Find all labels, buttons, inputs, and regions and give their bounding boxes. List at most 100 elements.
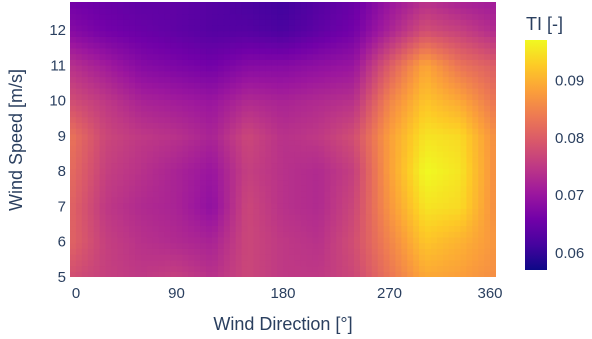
heatmap-cell (182, 168, 189, 175)
colorbar-tick-label: 0.08 (555, 130, 584, 147)
heatmap-cell (466, 185, 473, 192)
heatmap-cell (229, 2, 237, 9)
heatmap-cell (490, 99, 496, 106)
heatmap-cell (354, 24, 361, 32)
heatmap-cell (75, 196, 83, 204)
heatmap-cell (212, 202, 219, 209)
heatmap-cell (288, 196, 296, 204)
heatmap-cell (300, 248, 308, 255)
heatmap-cells (70, 2, 496, 277)
heatmap-cell (389, 219, 397, 227)
heatmap-cell (383, 156, 391, 164)
heatmap-cell (217, 116, 225, 123)
heatmap-cell (348, 225, 355, 232)
heatmap-cell (105, 156, 113, 164)
heatmap-cell (300, 19, 308, 26)
heatmap-cell (99, 42, 107, 49)
heatmap-cell (425, 65, 432, 72)
heatmap-cell (484, 162, 491, 169)
heatmap-cell (294, 248, 302, 255)
heatmap-cell (371, 2, 379, 9)
heatmap-cell (93, 133, 101, 141)
heatmap-cell (265, 231, 272, 238)
heatmap-cell (229, 156, 237, 164)
heatmap-cell (288, 122, 296, 129)
heatmap-cell (490, 213, 496, 221)
heatmap-cell (330, 191, 337, 198)
heatmap-cell (93, 248, 101, 255)
heatmap-cell (123, 173, 130, 181)
heatmap-cell (277, 213, 284, 221)
heatmap-cell (383, 30, 391, 37)
heatmap-cell (141, 2, 148, 9)
heatmap-cell (188, 254, 195, 261)
heatmap-cell (253, 76, 260, 83)
heatmap-cell (300, 7, 308, 15)
heatmap-cell (330, 47, 337, 55)
heatmap-cell (81, 133, 89, 141)
heatmap-cell (283, 59, 290, 66)
heatmap-cell (354, 53, 361, 60)
heatmap-cell (70, 82, 77, 89)
heatmap-cell (300, 173, 308, 181)
heatmap-cell (123, 168, 130, 175)
heatmap-cell (152, 128, 160, 135)
heatmap-cell (490, 173, 496, 181)
heatmap-cell (253, 2, 260, 9)
heatmap-cell (395, 70, 402, 78)
heatmap-cell (229, 36, 237, 43)
heatmap-cell (277, 133, 284, 141)
heatmap-cell (430, 42, 438, 49)
heatmap-cell (241, 156, 249, 164)
heatmap-cell (413, 259, 420, 267)
heatmap-cell (407, 156, 414, 164)
heatmap-cell (265, 2, 272, 9)
heatmap-cell (235, 110, 243, 118)
heatmap-cell (283, 196, 290, 204)
heatmap-cell (265, 145, 272, 152)
heatmap-cell (288, 110, 296, 118)
heatmap-cell (277, 271, 284, 277)
heatmap-cell (472, 59, 479, 66)
heatmap-cell (324, 87, 331, 95)
heatmap-cell (87, 202, 95, 209)
heatmap-cell (478, 162, 485, 169)
heatmap-cell (271, 122, 278, 129)
heatmap-cell (170, 179, 178, 186)
heatmap-cell (99, 2, 107, 9)
heatmap-cell (324, 185, 331, 192)
heatmap-cell (401, 36, 408, 43)
heatmap-cell (484, 156, 491, 164)
heatmap-cell (442, 110, 450, 118)
heatmap-cell (70, 208, 77, 215)
heatmap-cell (129, 242, 136, 249)
heatmap-cell (129, 231, 136, 238)
heatmap-cell (259, 47, 266, 55)
heatmap-cell (306, 19, 314, 26)
heatmap-cell (336, 254, 343, 261)
heatmap-cell (354, 213, 361, 221)
heatmap-cell (306, 150, 314, 158)
heatmap-cell (129, 254, 136, 261)
heatmap-cell (152, 168, 160, 175)
heatmap-cell (407, 145, 414, 152)
heatmap-cell (383, 271, 391, 277)
heatmap-cell (141, 242, 148, 249)
heatmap-cell (312, 128, 320, 135)
heatmap-cell (247, 145, 255, 152)
heatmap-cell (377, 116, 385, 123)
heatmap-cell (241, 42, 249, 49)
y-axis-title: Wind Speed [m/s] (6, 69, 26, 211)
heatmap-cell (176, 87, 184, 95)
heatmap-cell (354, 82, 361, 89)
heatmap-cell (217, 13, 225, 20)
heatmap-cell (235, 259, 243, 267)
heatmap-cell (478, 231, 485, 238)
heatmap-cell (330, 133, 337, 141)
heatmap-cell (93, 122, 101, 129)
heatmap-cell (135, 162, 142, 169)
heatmap-cell (348, 70, 355, 78)
heatmap-cell (93, 191, 101, 198)
heatmap-cell (253, 219, 260, 227)
heatmap-cell (389, 225, 397, 232)
